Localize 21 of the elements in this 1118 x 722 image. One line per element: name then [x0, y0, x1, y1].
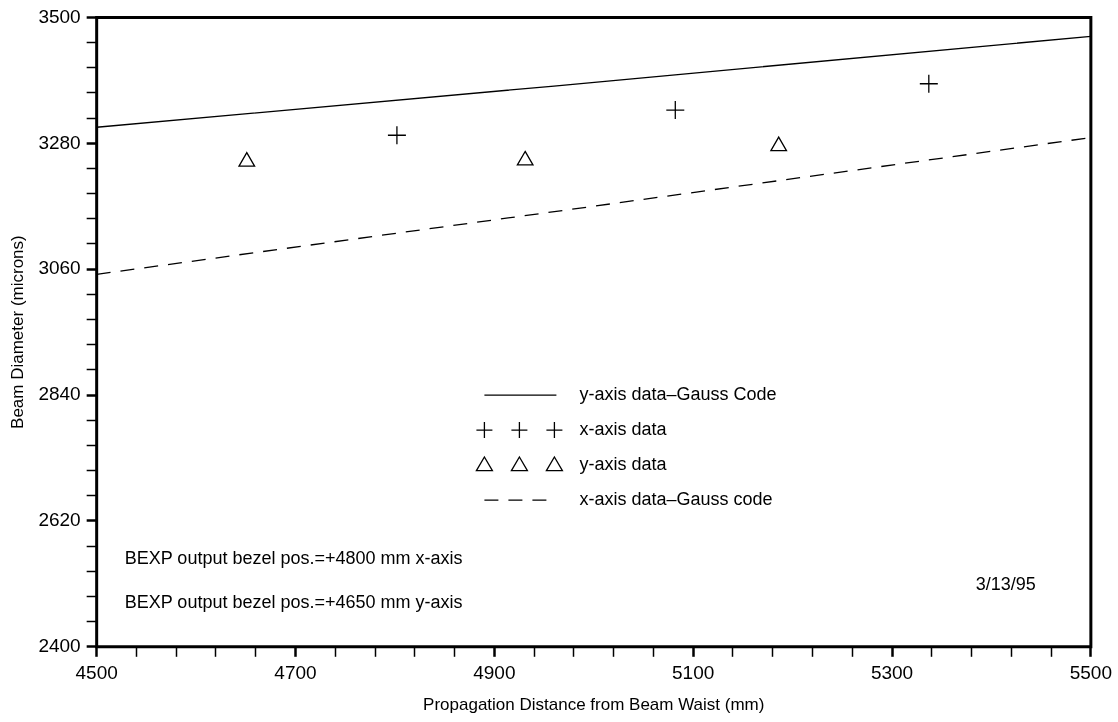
y-axis-title: Beam Diameter (microns) — [7, 235, 27, 429]
y-tick-label: 3060 — [38, 257, 81, 279]
legend-label: y-axis data–Gauss Code — [579, 384, 777, 405]
annotation: BEXP output bezel pos.=+4800 mm x-axis — [124, 547, 463, 568]
x-tick-label: 5300 — [870, 662, 914, 684]
x-tick-label: 4500 — [75, 662, 118, 684]
legend-label: x-axis data–Gauss code — [579, 489, 773, 510]
y-tick-label: 3500 — [38, 5, 81, 27]
x-tick-label: 4900 — [473, 662, 516, 684]
legend-label: x-axis data — [579, 419, 668, 440]
legend-label: y-axis data — [579, 454, 668, 475]
x-tick-label: 4700 — [274, 662, 317, 684]
x-axis-title: Propagation Distance from Beam Waist (mm) — [423, 695, 765, 715]
annotation: 3/13/95 — [975, 573, 1036, 594]
y-tick-label: 2620 — [38, 509, 81, 531]
x-tick-label: 5500 — [1069, 662, 1113, 684]
x-tick-label: 5100 — [672, 662, 715, 684]
y-tick-label: 2400 — [38, 635, 81, 657]
y-tick-label: 3280 — [38, 131, 81, 153]
y-tick-label: 2840 — [38, 383, 81, 405]
annotation: BEXP output bezel pos.=+4650 mm y-axis — [124, 591, 463, 612]
